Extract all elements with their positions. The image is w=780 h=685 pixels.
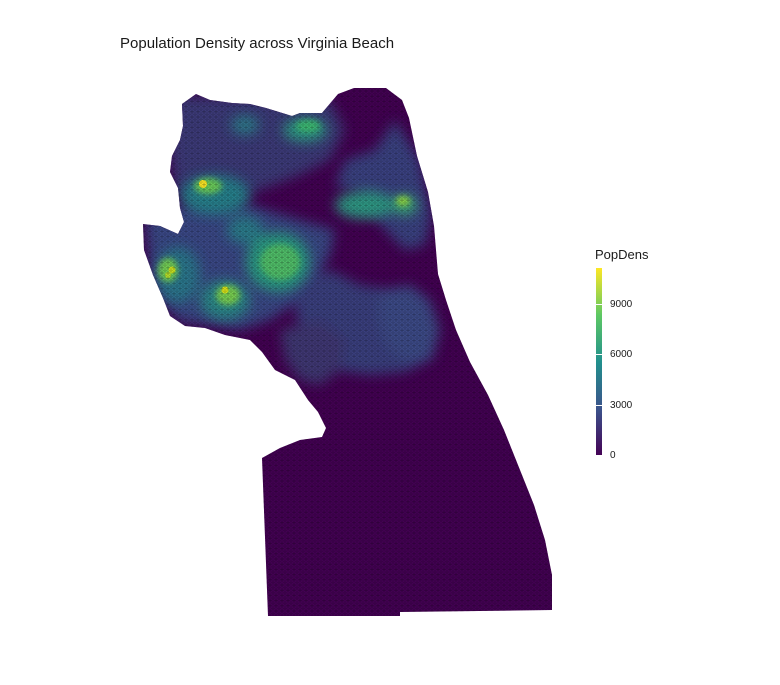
legend-tick: [596, 455, 602, 456]
legend: PopDens 0 3000 6000 9000: [595, 247, 685, 467]
legend-label: 3000: [610, 399, 633, 411]
legend-label: 9000: [610, 298, 633, 310]
legend-tick: [596, 303, 602, 305]
hex-cell-grid: [143, 88, 552, 616]
legend-label: 0: [610, 450, 616, 461]
legend-colorbar: [596, 268, 602, 456]
map-title: Population Density across Virginia Beach: [120, 35, 395, 52]
legend-label: 6000: [610, 349, 633, 361]
legend-tick: [596, 404, 602, 406]
legend-title: PopDens: [595, 247, 649, 262]
legend-tick: [596, 354, 602, 356]
density-layer: [143, 88, 552, 616]
